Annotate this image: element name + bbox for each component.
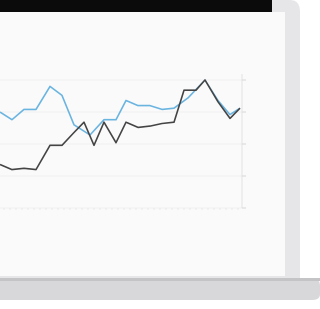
screen-bezel	[0, 0, 272, 12]
base-edge	[0, 278, 320, 281]
laptop-screenshot	[0, 0, 320, 309]
laptop-base	[0, 278, 320, 300]
